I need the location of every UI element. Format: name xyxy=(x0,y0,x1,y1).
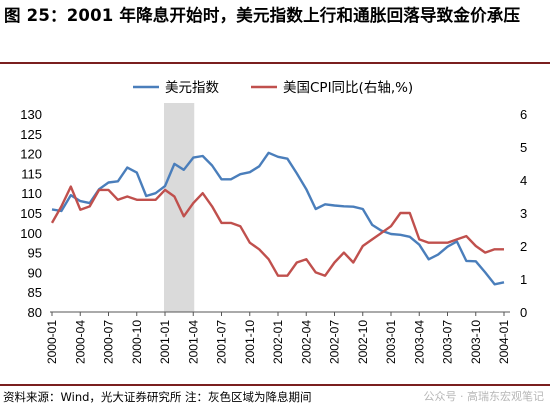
y-left-tick-label: 85 xyxy=(28,285,42,300)
y-left-tick-label: 95 xyxy=(28,246,42,261)
y-right-tick-label: 2 xyxy=(520,239,527,254)
y-left-tick-label: 110 xyxy=(21,186,42,201)
y-left-tick-label: 115 xyxy=(21,166,42,181)
y-right-tick-label: 3 xyxy=(520,206,527,221)
x-tick-label: 2002-04 xyxy=(299,320,313,364)
y-left-tick-label: 105 xyxy=(20,206,42,221)
title-rule xyxy=(0,62,550,64)
x-tick-label: 2001-10 xyxy=(243,320,257,364)
y-right-tick-label: 1 xyxy=(520,272,527,287)
x-tick-label: 2003-01 xyxy=(384,320,398,364)
legend-cpi-label: 美国CPI同比(右轴,%) xyxy=(283,80,413,96)
x-tick-label: 2001-04 xyxy=(186,320,200,364)
y-left-tick-label: 90 xyxy=(28,265,42,280)
legend-usd-label: 美元指数 xyxy=(165,80,219,96)
usd-cpi-chart: 80 85 90 95 100 105 110 115 120 125 130 0 1 2 3 4 5 6 2000… xyxy=(20,80,527,364)
y-right-tick-label: 6 xyxy=(520,107,527,122)
watermark-text: 公众号 · 高瑞东宏观笔记 xyxy=(423,390,545,403)
figure-title: 图 25：2001 年降息开始时，美元指数上行和通胀回落导致金价承压 xyxy=(4,6,521,25)
x-tick-label: 2001-07 xyxy=(215,320,229,364)
x-tick-label: 2002-01 xyxy=(271,320,285,364)
y-left-tick-label: 80 xyxy=(28,305,42,320)
y-left-tick-label: 125 xyxy=(20,127,42,142)
source-note: 资料来源：Wind，光大证券研究所 注：灰色区域为降息期间 xyxy=(3,390,312,404)
source-rule xyxy=(0,384,550,386)
y-right-tick-label: 4 xyxy=(520,173,527,188)
y-left-tick-label: 100 xyxy=(20,226,42,241)
usd-index-line xyxy=(51,151,505,286)
x-tick-label: 2000-10 xyxy=(130,320,144,364)
x-tick-label: 2003-10 xyxy=(469,320,483,364)
x-tick-label: 2004-01 xyxy=(497,320,511,364)
x-tick-label: 2000-04 xyxy=(73,320,87,364)
y-right-tick-label: 5 xyxy=(520,140,527,155)
x-tick-label: 2001-01 xyxy=(158,320,172,364)
x-tick-label: 2000-01 xyxy=(45,320,59,364)
x-tick-label: 2003-04 xyxy=(412,320,426,364)
x-tick-label: 2002-10 xyxy=(356,320,370,364)
y-left-tick-label: 130 xyxy=(20,107,42,122)
x-tick-label: 2000-07 xyxy=(102,320,116,364)
x-tick-label: 2002-07 xyxy=(328,320,342,364)
y-left-tick-label: 120 xyxy=(20,147,42,162)
us-cpi-line xyxy=(50,185,504,277)
x-tick-label: 2003-07 xyxy=(441,320,455,364)
y-right-tick-label: 0 xyxy=(520,305,527,320)
